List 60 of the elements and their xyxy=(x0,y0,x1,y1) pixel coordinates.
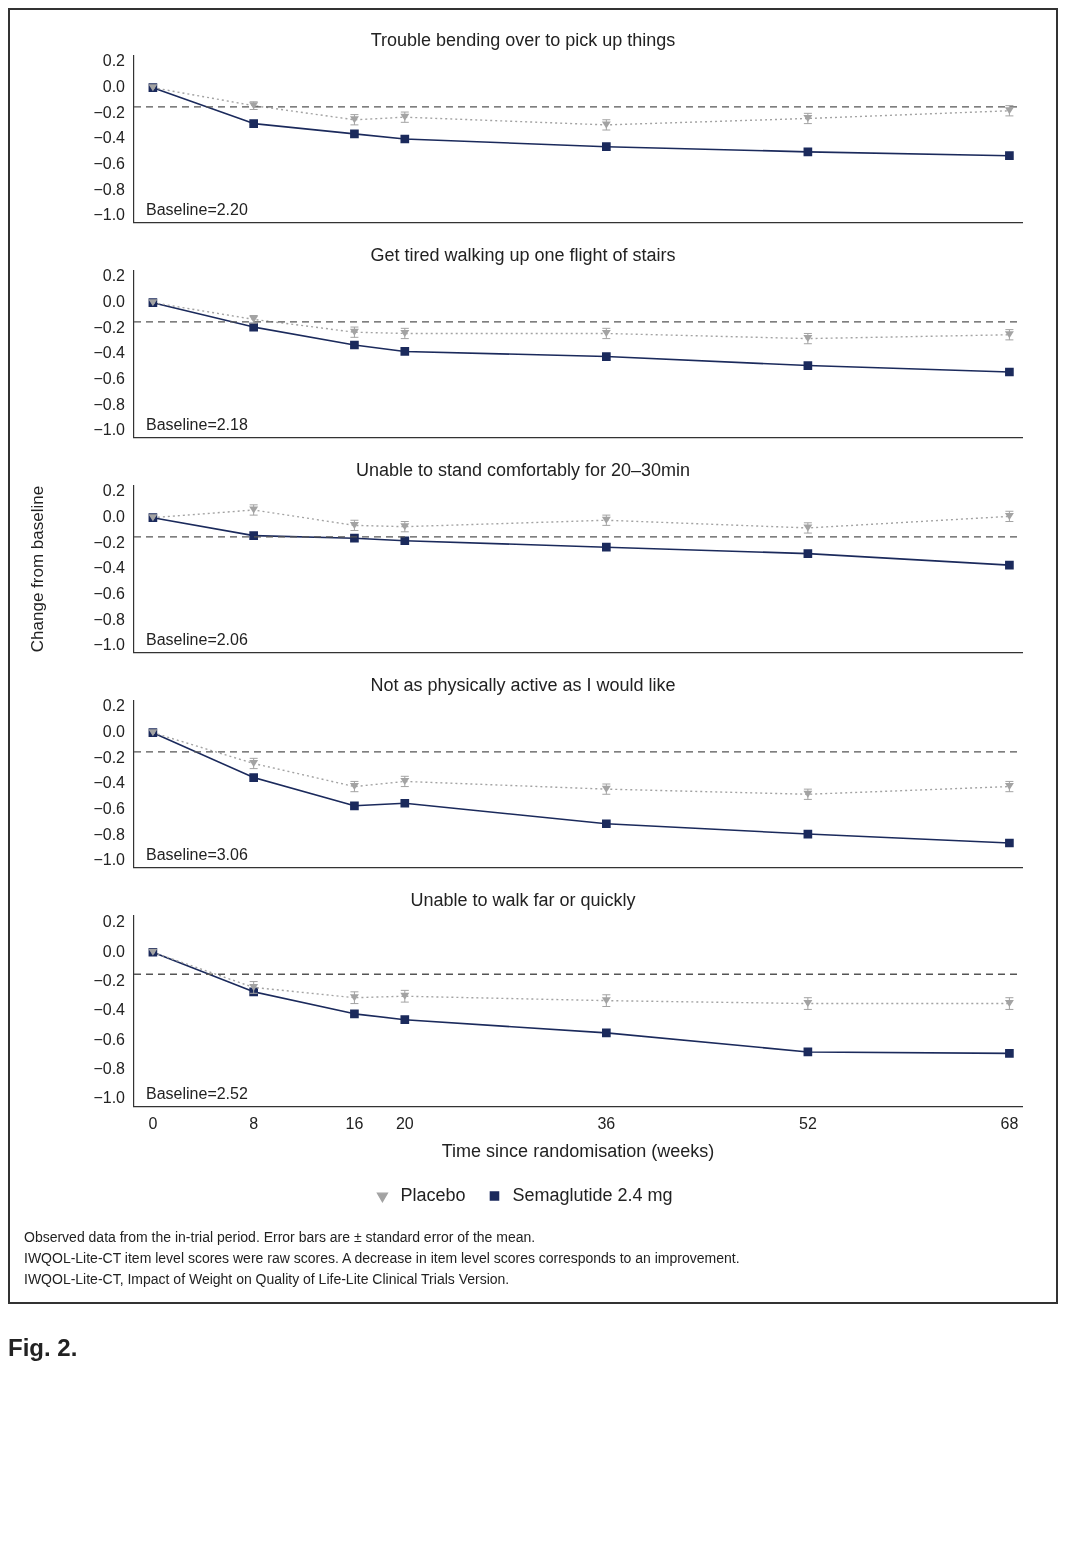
annotation: Baseline=2.18 xyxy=(146,415,248,433)
y-tick-label: −0.6 xyxy=(93,800,126,818)
caption: Fig. 2. xyxy=(8,1334,79,1362)
chart-title: Not as physically active as I would like xyxy=(370,674,676,695)
y-tick-label: −1.0 xyxy=(93,421,126,439)
y-tick-label: −0.2 xyxy=(93,971,126,989)
x-tick-label: 36 xyxy=(597,1115,616,1133)
annotation: Baseline=3.06 xyxy=(146,845,248,863)
chart-title: Trouble bending over to pick up things xyxy=(370,29,676,50)
y-tick-label: −0.2 xyxy=(93,533,126,551)
y-tick-label: −0.8 xyxy=(93,395,126,413)
y-tick-label: −0.6 xyxy=(93,155,126,173)
y-tick-label: −0.4 xyxy=(93,559,126,577)
x-axis-title: Time since randomisation (weeks) xyxy=(441,1141,715,1162)
legend-label: Semaglutide 2.4 mg xyxy=(512,1184,673,1205)
y-tick-label: −0.2 xyxy=(93,103,126,121)
y-tick-label: 0.0 xyxy=(102,723,126,741)
text: Observed data from the in-trial period. Error bars are ± standard error of the mean. xyxy=(24,1228,537,1247)
y-tick-label: 0.0 xyxy=(102,293,126,311)
x-tick-label: 8 xyxy=(249,1115,259,1133)
y-tick-label: −0.4 xyxy=(93,1001,126,1019)
y-axis-title: Change from baseline xyxy=(27,485,47,653)
y-tick-label: 0.2 xyxy=(102,482,126,500)
y-tick-label: −0.8 xyxy=(93,825,126,843)
y-tick-label: −0.2 xyxy=(93,748,126,766)
y-tick-label: −0.6 xyxy=(93,585,126,603)
x-tick-label: 52 xyxy=(798,1115,817,1133)
y-tick-label: −0.8 xyxy=(93,1059,126,1077)
y-tick-label: −0.2 xyxy=(93,318,126,336)
y-tick-label: −0.8 xyxy=(93,180,126,198)
y-tick-label: −0.4 xyxy=(93,774,126,792)
legend-label: Placebo xyxy=(400,1184,466,1205)
y-tick-label: −1.0 xyxy=(93,206,126,224)
x-tick-label: 16 xyxy=(345,1115,364,1133)
y-tick-label: 0.2 xyxy=(102,267,126,285)
y-tick-label: −0.6 xyxy=(93,1030,126,1048)
x-tick-label: 0 xyxy=(148,1115,158,1133)
text: IWQOL-Lite-CT item level scores were raw scores. A decrease in item level scores corresponds to an improvement. xyxy=(24,1249,741,1268)
y-tick-label: 0.2 xyxy=(102,52,126,70)
chart-title: Unable to walk far or quickly xyxy=(410,889,636,910)
y-tick-label: −0.6 xyxy=(93,370,126,388)
chart-title: Unable to stand comfortably for 20–30min xyxy=(355,459,691,480)
y-tick-label: −1.0 xyxy=(93,851,126,869)
y-tick-label: −0.8 xyxy=(93,610,126,628)
x-tick-label: 68 xyxy=(1000,1115,1019,1133)
annotation: Baseline=2.20 xyxy=(146,200,248,218)
y-tick-label: 0.0 xyxy=(102,508,126,526)
y-tick-label: −0.4 xyxy=(93,344,126,362)
y-tick-label: 0.2 xyxy=(102,697,126,715)
x-tick-label: 20 xyxy=(395,1115,414,1133)
y-tick-label: 0.0 xyxy=(102,942,126,960)
y-tick-label: −1.0 xyxy=(93,636,126,654)
y-tick-label: 0.0 xyxy=(102,78,126,96)
annotation: Baseline=2.52 xyxy=(146,1084,248,1102)
y-tick-label: 0.2 xyxy=(102,913,126,931)
y-tick-label: −0.4 xyxy=(93,129,126,147)
text: IWQOL-Lite-CT, Impact of Weight on Quality of Life-Lite Clinical Trials Version. xyxy=(24,1270,511,1289)
y-tick-label: −1.0 xyxy=(93,1089,126,1107)
chart-title: Get tired walking up one flight of stairs xyxy=(370,244,676,265)
annotation: Baseline=2.06 xyxy=(146,630,248,648)
